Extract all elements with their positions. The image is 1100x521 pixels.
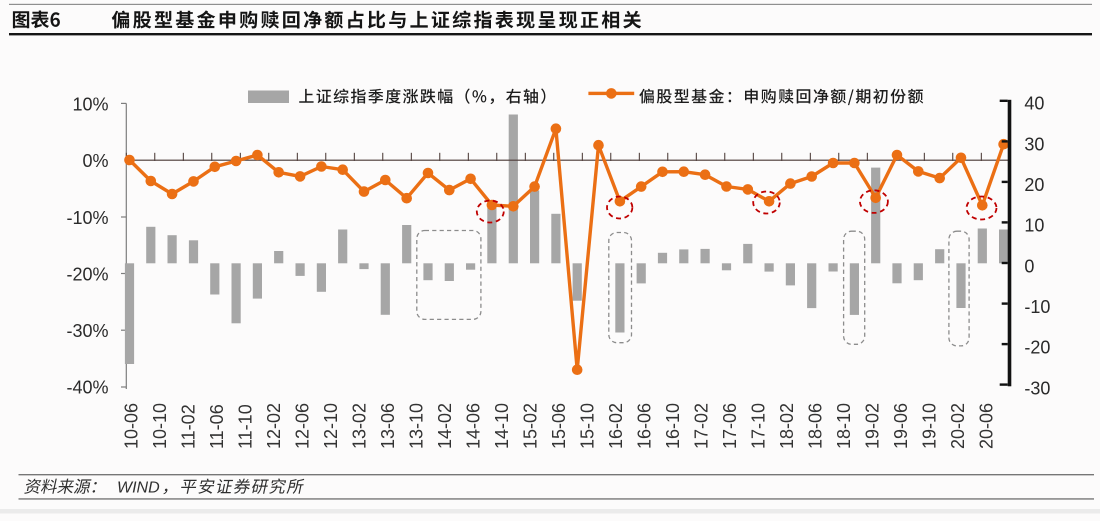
svg-text:19-02: 19-02 [862, 403, 882, 449]
svg-text:10-10: 10-10 [150, 403, 170, 449]
svg-text:20: 20 [1024, 175, 1044, 195]
svg-text:-30: -30 [1024, 378, 1050, 398]
svg-text:20-02: 20-02 [948, 403, 968, 449]
svg-text:16-02: 16-02 [606, 403, 626, 449]
svg-text:18-06: 18-06 [805, 403, 825, 449]
svg-text:18-02: 18-02 [777, 403, 797, 449]
svg-text:17-10: 17-10 [748, 403, 768, 449]
svg-text:0%: 0% [82, 151, 108, 171]
svg-text:WIND: WIND [117, 480, 160, 497]
svg-text:14-02: 14-02 [435, 403, 455, 449]
svg-text:12-06: 12-06 [292, 403, 312, 449]
svg-text:13-10: 13-10 [406, 403, 426, 449]
svg-text:-10: -10 [1024, 297, 1050, 317]
svg-text:14-10: 14-10 [492, 403, 512, 449]
svg-text:40: 40 [1024, 94, 1044, 114]
svg-text:12-10: 12-10 [321, 403, 341, 449]
svg-text:15-06: 15-06 [549, 403, 569, 449]
svg-text:11-06: 11-06 [207, 404, 227, 449]
svg-text:19-10: 19-10 [919, 403, 939, 449]
svg-text:10%: 10% [72, 95, 108, 115]
svg-text:-30%: -30% [66, 321, 108, 341]
svg-text:-20: -20 [1024, 338, 1050, 358]
svg-text:16-06: 16-06 [634, 403, 654, 449]
svg-text:17-06: 17-06 [720, 403, 740, 449]
svg-text:20-06: 20-06 [976, 403, 996, 449]
svg-text:12-02: 12-02 [264, 403, 284, 449]
svg-text:11-10: 11-10 [235, 404, 255, 449]
svg-text:17-02: 17-02 [691, 403, 711, 449]
svg-text:15-10: 15-10 [577, 403, 597, 449]
svg-text:-10%: -10% [66, 208, 108, 228]
svg-text:16-10: 16-10 [663, 403, 683, 449]
svg-text:10: 10 [1024, 216, 1044, 236]
svg-text:-40%: -40% [66, 378, 108, 398]
svg-text:13-02: 13-02 [349, 403, 369, 449]
svg-text:30: 30 [1024, 134, 1044, 154]
svg-text:15-02: 15-02 [520, 403, 540, 449]
svg-text:19-06: 19-06 [891, 403, 911, 449]
svg-text:0: 0 [1024, 256, 1034, 276]
svg-text:11-02: 11-02 [178, 404, 198, 449]
svg-text:14-06: 14-06 [463, 403, 483, 449]
svg-text:13-06: 13-06 [378, 403, 398, 449]
svg-text:-20%: -20% [66, 264, 108, 284]
svg-text:10-06: 10-06 [121, 403, 141, 449]
svg-text:18-10: 18-10 [834, 403, 854, 449]
